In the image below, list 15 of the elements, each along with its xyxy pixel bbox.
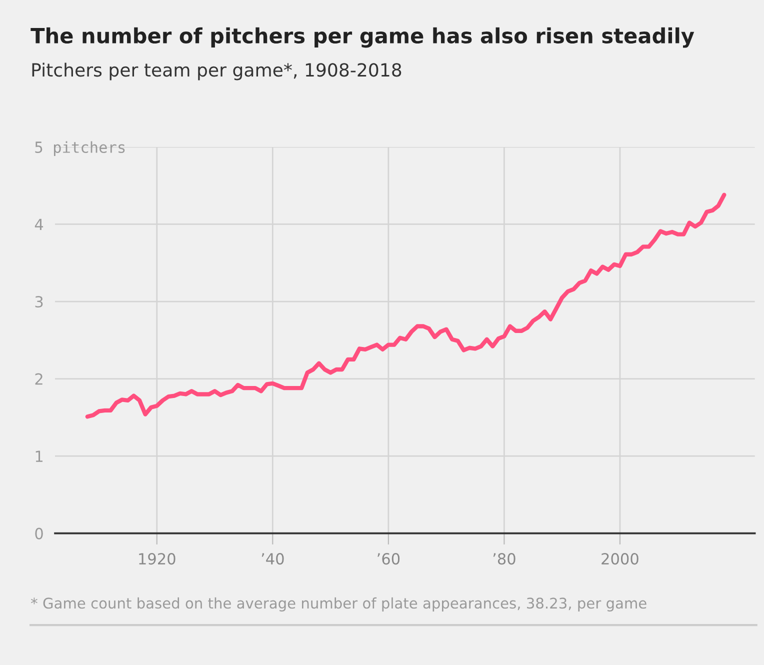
- y-tick-label: 2: [35, 373, 42, 385]
- chart-subtitle: Pitchers per team per game*, 1908-2018: [32, 62, 402, 80]
- x-tick-label: 2000: [602, 553, 638, 565]
- x-tick-label: ’40: [262, 553, 284, 565]
- y-tick-label: 4: [34, 218, 44, 230]
- chart-title: The number of pitchers per game has also risen steadily: [30, 27, 694, 48]
- text: * Game count based on the average number of plate appearances, 38.23, per game: [30, 597, 646, 612]
- y-tick-label: 3: [35, 296, 43, 308]
- y-tick-label: 1: [36, 450, 42, 462]
- x-tick-label: 1920: [139, 553, 176, 565]
- x-tick-label: ’80: [493, 553, 516, 565]
- x-tick-label: ’60: [378, 553, 400, 565]
- y-tick-label: 5 pitchers: [35, 141, 125, 156]
- line-series: [85, 192, 726, 419]
- y-tick-label: 0: [35, 528, 43, 540]
